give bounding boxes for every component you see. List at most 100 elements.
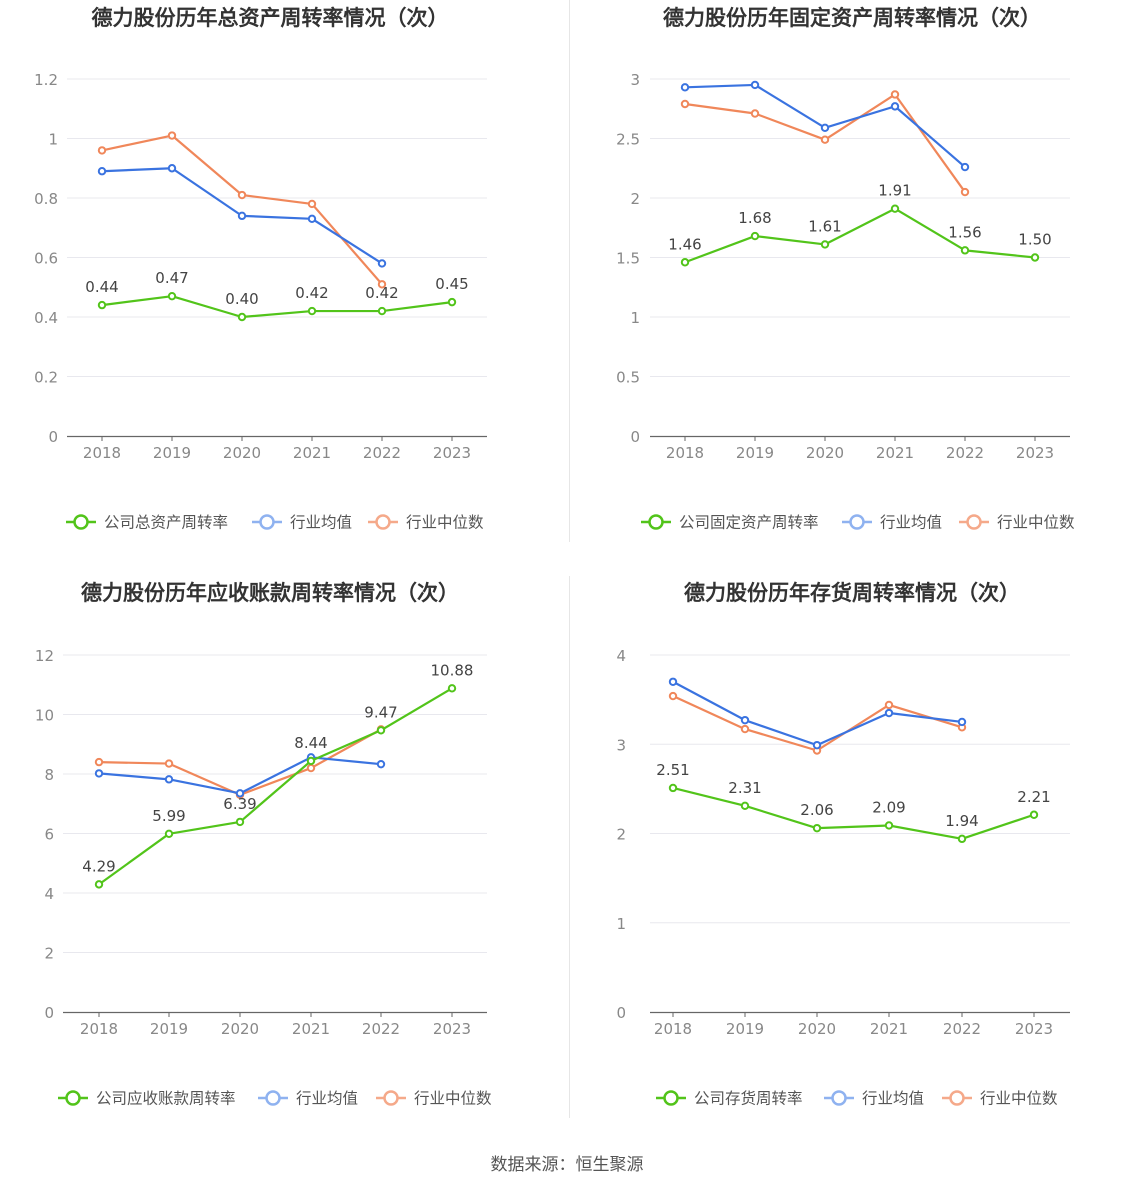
- chart-1-industry-median-point: [307, 199, 317, 209]
- chart-1-data-label: 0.45: [435, 275, 468, 293]
- chart-1-legend-company: 公司总资产周转率: [104, 514, 228, 532]
- chart-2-data-label: 1.56: [948, 223, 981, 241]
- chart-4-company-point: [812, 823, 822, 833]
- chart-1-legend-industry-median: 行业中位数: [406, 514, 484, 532]
- chart-3-company-point: [376, 726, 386, 735]
- chart-4-x-tick: 2018: [654, 1020, 692, 1038]
- chart-1-company-line: [101, 295, 453, 319]
- chart-1-legend-company-marker: [73, 514, 89, 530]
- chart-2-industry-avg-point: [890, 102, 900, 111]
- chart-4-y-tick: 3: [616, 736, 626, 754]
- chart-4-x-tick: 2019: [726, 1020, 764, 1038]
- chart-4-data-label: 2.21: [1017, 788, 1050, 806]
- chart-2-data-label: 1.91: [878, 182, 911, 200]
- chart-2-legend-industry-avg-marker: [849, 514, 865, 530]
- chart-1-industry-avg-point: [97, 167, 107, 176]
- chart-4-industry-median-point: [740, 724, 750, 734]
- chart-1-data-label: 0.42: [295, 284, 328, 302]
- chart-1-x-tick: 2021: [293, 444, 331, 462]
- chart-2-y-tick: 2: [630, 190, 640, 208]
- chart-3-company-point: [235, 817, 245, 827]
- chart-4-company-point: [884, 821, 894, 830]
- chart-2-industry-avg-point: [680, 83, 690, 92]
- chart-1-x-tick: 2018: [83, 444, 121, 462]
- chart-1-industry-avg-point: [237, 211, 247, 221]
- chart-3-company-point: [94, 880, 104, 889]
- chart-1-x-tick: 2022: [363, 444, 401, 462]
- chart-2-industry-median-point: [890, 90, 900, 99]
- chart-2-industry-avg-point: [960, 162, 970, 172]
- chart-3-title: 德力股份历年应收账款周转率情况（次）: [81, 581, 459, 605]
- chart-1-company-point: [307, 306, 317, 316]
- chart-1-legend-industry-avg-marker: [259, 514, 275, 530]
- chart-1-company-point: [97, 300, 107, 310]
- chart-4-data-label: 2.09: [872, 798, 905, 816]
- chart-4-industry-avg-point: [740, 715, 750, 725]
- chart-2-company-point: [890, 204, 900, 213]
- chart-3-legend-company: 公司应收账款周转率: [96, 1089, 236, 1108]
- chart-4-legend-industry-avg: 行业均值: [862, 1090, 924, 1108]
- chart-2-industry-median-point: [960, 187, 970, 197]
- chart-1-company-point: [167, 291, 177, 301]
- chart-2-legend-industry-median-marker: [966, 514, 982, 530]
- chart-3-legend-industry-median-marker: [383, 1090, 399, 1106]
- chart-2-company-point: [960, 246, 970, 255]
- chart-3-data-label: 9.47: [364, 703, 397, 721]
- chart-3-x-tick: 2020: [221, 1020, 259, 1038]
- chart-2-data-label: 1.61: [808, 217, 841, 235]
- chart-3-x-tick: 2022: [362, 1020, 400, 1038]
- chart-2-y-tick: 0: [630, 428, 640, 446]
- chart-2-company-point: [1030, 253, 1040, 262]
- chart-2-legend-industry-median: 行业中位数: [997, 514, 1075, 532]
- chart-3-industry-avg-point: [376, 759, 386, 769]
- chart-4-industry-avg-point: [884, 708, 894, 718]
- chart-1-x-tick: 2019: [153, 444, 191, 462]
- chart-2-x-tick: 2020: [806, 444, 844, 462]
- chart-2-x-tick: 2022: [946, 444, 984, 462]
- chart-3-legend-company-marker: [65, 1090, 81, 1106]
- chart-4-company-line: [672, 786, 1035, 840]
- chart-2-industry-median-point: [820, 135, 830, 144]
- chart-4-y-tick: 0: [616, 1004, 626, 1022]
- chart-4-x-tick: 2021: [870, 1020, 908, 1038]
- chart-2-company-line: [684, 207, 1036, 264]
- chart-3-y-tick: 8: [44, 766, 54, 784]
- chart-4-company-point: [957, 834, 967, 844]
- chart-1-y-tick: 0.4: [34, 309, 58, 327]
- chart-4-title: 德力股份历年存货周转率情况（次）: [684, 581, 1020, 605]
- chart-3-company-line: [98, 687, 453, 886]
- chart-4-data-label: 2.51: [656, 761, 689, 779]
- chart-2-x-tick: 2019: [736, 444, 774, 462]
- chart-3-y-tick: 10: [35, 707, 54, 725]
- chart-1-title: 德力股份历年总资产周转率情况（次）: [92, 6, 449, 30]
- chart-3-industry-median-point: [94, 757, 104, 767]
- chart-1-industry-avg-point: [307, 214, 317, 224]
- chart-1-data-label: 0.44: [85, 278, 118, 296]
- chart-3-industry-median-point: [306, 763, 316, 773]
- chart-1-company-point: [377, 306, 387, 316]
- chart-2-x-tick: 2023: [1016, 444, 1054, 462]
- chart-2-data-label: 1.46: [668, 235, 701, 253]
- chart-1-data-label: 0.47: [155, 269, 188, 287]
- chart-4-legend-industry-median-marker: [949, 1090, 965, 1106]
- chart-3-y-tick: 0: [44, 1004, 54, 1022]
- chart-3-industry-avg-point: [164, 775, 174, 784]
- chart-1-industry-avg-point: [377, 259, 387, 268]
- chart-3-y-tick: 12: [35, 647, 54, 665]
- chart-2-y-tick: 3: [630, 71, 640, 89]
- chart-3-y-tick: 4: [44, 885, 54, 903]
- chart-4-data-label: 2.31: [728, 779, 761, 797]
- chart-2-legend-company: 公司固定资产周转率: [679, 514, 819, 532]
- data-source-label: 数据来源：: [490, 1155, 576, 1175]
- chart-3-company-point: [306, 756, 316, 766]
- chart-2-industry-avg-point: [820, 123, 830, 132]
- chart-1-company-point: [237, 312, 247, 322]
- chart-3-legend-industry-avg: 行业均值: [296, 1090, 358, 1108]
- chart-1-industry-avg-point: [167, 164, 177, 173]
- chart-4-y-tick: 2: [616, 826, 626, 844]
- chart-4-industry-avg-point: [668, 677, 678, 686]
- chart-2-y-tick: 2.5: [616, 131, 640, 149]
- chart-1-y-tick: 0.2: [34, 369, 58, 387]
- chart-3-x-tick: 2021: [292, 1020, 330, 1038]
- chart-1-data-label: 0.42: [365, 284, 398, 302]
